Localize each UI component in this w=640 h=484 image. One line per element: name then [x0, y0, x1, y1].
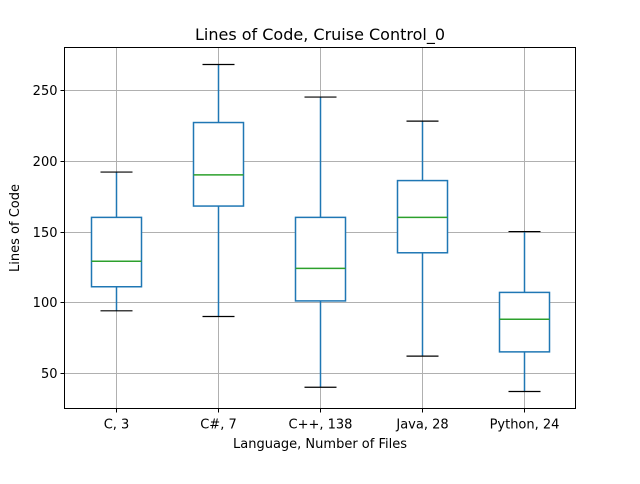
y-tick-label: 100: [33, 296, 58, 311]
x-tick-label: Java, 28: [395, 418, 448, 433]
iqr-box: [294, 216, 347, 302]
iqr-box: [90, 216, 143, 288]
y-tick-label: 150: [33, 226, 58, 241]
y-tick-label: 250: [33, 84, 58, 99]
box-group: [192, 63, 245, 318]
x-tick-label: C#, 7: [200, 418, 237, 433]
x-tick-label: C, 3: [104, 418, 130, 433]
box-layer: [90, 63, 551, 393]
box-group: [396, 120, 449, 357]
box-group: [498, 230, 551, 393]
y-tick-label: 200: [33, 155, 58, 170]
iqr-box: [498, 291, 551, 353]
box-group: [90, 171, 143, 312]
y-axis-label: Lines of Code: [8, 184, 23, 272]
x-tick-label: Python, 24: [490, 418, 560, 433]
chart-title: Lines of Code, Cruise Control_0: [195, 25, 445, 45]
box-group: [294, 96, 347, 388]
y-tick-label: 50: [41, 367, 58, 382]
iqr-box: [192, 121, 245, 207]
x-tick-label: C++, 138: [289, 418, 353, 433]
tick-layer: 50 100 150 200 250 C, 3 C#, 7 C++, 138 Java, 28 P…: [33, 84, 560, 433]
x-axis-label: Language, Number of Files: [233, 437, 407, 452]
